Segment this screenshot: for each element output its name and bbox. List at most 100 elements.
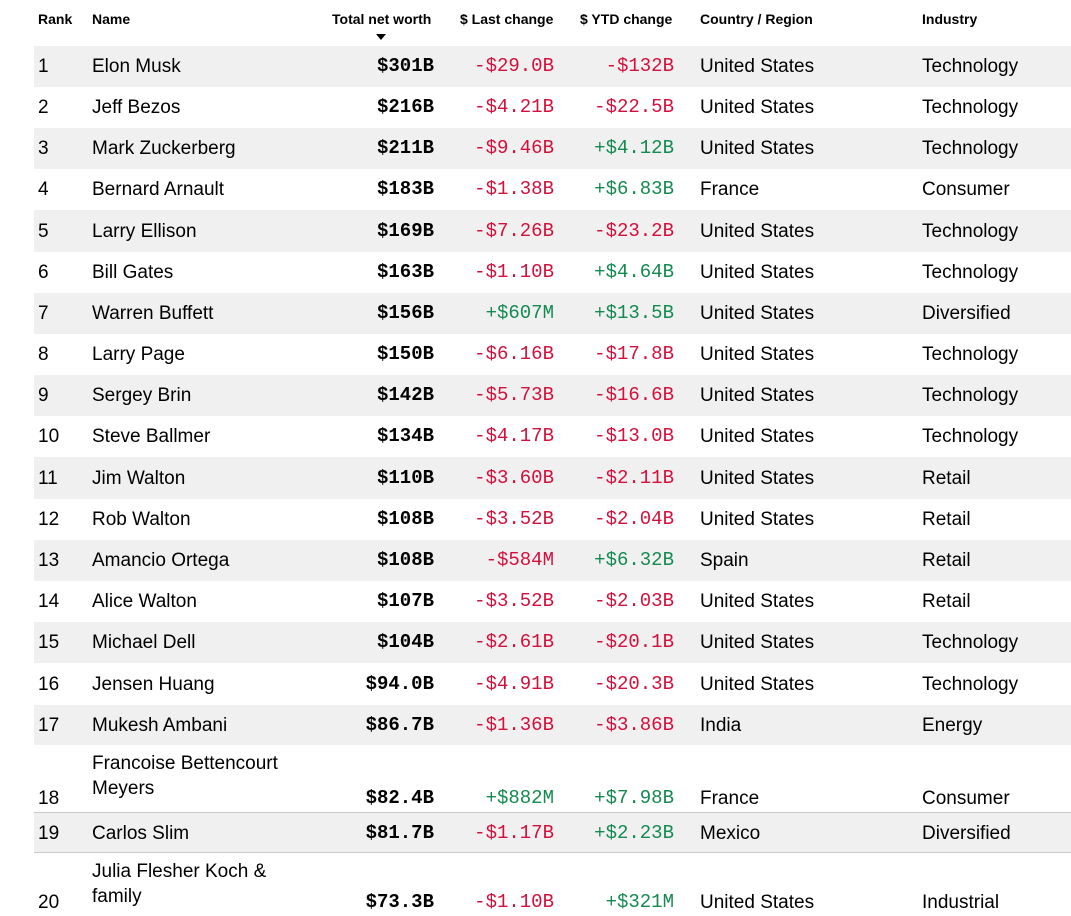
cell-name[interactable]: Francoise Bettencourt Meyers: [92, 753, 278, 799]
cell-rank: 4: [38, 179, 49, 200]
column-header-last-change[interactable]: $ Last change: [460, 11, 554, 27]
cell-industry: Energy: [922, 715, 983, 736]
cell-name[interactable]: Elon Musk: [92, 56, 181, 77]
column-header-rank[interactable]: Rank: [38, 11, 73, 27]
cell-name[interactable]: Steve Ballmer: [92, 426, 211, 447]
column-header-country[interactable]: Country / Region: [700, 11, 813, 27]
cell-ytd-change: -$23.2B: [594, 220, 674, 242]
cell-name[interactable]: Alice Walton: [92, 591, 197, 612]
column-header-name[interactable]: Name: [92, 11, 131, 27]
cell-name[interactable]: Rob Walton: [92, 509, 191, 530]
cell-rank: 1: [38, 56, 49, 77]
cell-country: United States: [700, 385, 815, 406]
table-row[interactable]: 4 Bernard Arnault $183B -$1.38B +$6.83B Franc…: [34, 169, 1071, 210]
column-header-industry[interactable]: Industry: [922, 11, 978, 27]
cell-ytd-change: +$2.23B: [594, 822, 674, 844]
sort-descending-icon[interactable]: [376, 34, 386, 40]
cell-last-change: -$4.17B: [474, 425, 554, 447]
cell-last-change: -$1.38B: [474, 178, 554, 200]
cell-name[interactable]: Larry Page: [92, 344, 185, 365]
cell-net-worth: $94.0B: [365, 673, 434, 695]
column-header-net-worth[interactable]: Total net worth: [332, 11, 432, 27]
cell-country: United States: [700, 138, 815, 159]
cell-ytd-change: -$3.86B: [594, 714, 674, 736]
cell-net-worth: $169B: [376, 220, 434, 242]
cell-industry: Technology: [922, 56, 1019, 77]
cell-net-worth: $110B: [376, 467, 434, 489]
table-row[interactable]: 3 Mark Zuckerberg $211B -$9.46B +$4.12B Unite…: [34, 128, 1071, 169]
cell-ytd-change: -$13.0B: [594, 425, 674, 447]
cell-country: United States: [700, 591, 815, 612]
table-row[interactable]: 17 Mukesh Ambani $86.7B -$1.36B -$3.86B India…: [34, 705, 1071, 745]
table-row[interactable]: 19 Carlos Slim $81.7B -$1.17B +$2.23B Mexico D…: [34, 812, 1071, 853]
cell-name[interactable]: Bernard Arnault: [92, 179, 225, 200]
table-row[interactable]: 20 Julia Flesher Koch & family $73.3B -$1.1…: [34, 852, 1071, 916]
cell-name[interactable]: Sergey Brin: [92, 385, 192, 406]
table-row[interactable]: 7 Warren Buffett $156B +$607M +$13.5B United …: [34, 293, 1071, 334]
table-row[interactable]: 10 Steve Ballmer $134B -$4.17B -$13.0B United…: [34, 416, 1071, 457]
cell-rank: 10: [38, 426, 60, 447]
table-row[interactable]: 12 Rob Walton $108B -$3.52B -$2.04B United St…: [34, 499, 1071, 540]
table-row[interactable]: 11 Jim Walton $110B -$3.60B -$2.11B United St…: [34, 457, 1071, 499]
table-row[interactable]: 6 Bill Gates $163B -$1.10B +$4.64B United Sta…: [34, 252, 1071, 293]
cell-ytd-change: +$6.32B: [594, 549, 674, 571]
cell-last-change: -$9.46B: [474, 137, 554, 159]
cell-name[interactable]: Jensen Huang: [92, 674, 215, 695]
cell-last-change: -$3.52B: [474, 508, 554, 530]
cell-rank: 5: [38, 221, 49, 242]
cell-name[interactable]: Mark Zuckerberg: [92, 138, 236, 159]
cell-name[interactable]: Mukesh Ambani: [92, 715, 228, 736]
cell-country: United States: [700, 632, 815, 653]
table-row[interactable]: 2 Jeff Bezos $216B -$4.21B -$22.5B United Sta…: [34, 87, 1071, 128]
table-row[interactable]: 15 Michael Dell $104B -$2.61B -$20.1B United …: [34, 622, 1071, 663]
cell-ytd-change: -$17.8B: [594, 343, 674, 365]
column-header-ytd-change[interactable]: $ YTD change: [580, 11, 673, 27]
cell-last-change: -$3.52B: [474, 590, 554, 612]
table-row[interactable]: 18 Francoise Bettencourt Meyers $82.4B +$88…: [34, 745, 1071, 812]
cell-name[interactable]: Bill Gates: [92, 262, 174, 283]
cell-country: United States: [700, 344, 815, 365]
table-row[interactable]: 1 Elon Musk $301B -$29.0B -$132B United State…: [34, 46, 1071, 87]
cell-industry: Technology: [922, 674, 1019, 695]
cell-country: France: [700, 179, 760, 200]
cell-industry: Retail: [922, 550, 971, 571]
cell-name[interactable]: Carlos Slim: [92, 823, 190, 844]
cell-net-worth: $86.7B: [365, 714, 434, 736]
cell-ytd-change: -$16.6B: [594, 384, 674, 406]
cell-country: United States: [700, 303, 815, 324]
table-header: Rank Name Total net worth $ Last change …: [0, 0, 1071, 45]
cell-industry: Consumer: [922, 179, 1010, 200]
cell-rank: 3: [38, 138, 49, 159]
cell-name[interactable]: Warren Buffett: [92, 303, 214, 324]
table-row[interactable]: 9 Sergey Brin $142B -$5.73B -$16.6B United St…: [34, 375, 1071, 416]
cell-ytd-change: +$4.64B: [594, 261, 674, 283]
cell-ytd-change: -$20.1B: [594, 631, 674, 653]
cell-name[interactable]: Larry Ellison: [92, 221, 197, 242]
cell-net-worth: $150B: [376, 343, 434, 365]
table-row[interactable]: 5 Larry Ellison $169B -$7.26B -$23.2B United …: [34, 210, 1071, 252]
cell-rank: 15: [38, 632, 60, 653]
cell-country: France: [700, 788, 760, 809]
cell-name[interactable]: Amancio Ortega: [92, 550, 230, 571]
cell-last-change: -$1.10B: [474, 261, 554, 283]
table-row[interactable]: 13 Amancio Ortega $108B -$584M +$6.32B Spain R…: [34, 540, 1071, 581]
cell-country: United States: [700, 97, 815, 118]
cell-net-worth: $163B: [376, 261, 434, 283]
cell-name[interactable]: Julia Flesher Koch & family: [92, 861, 267, 907]
cell-name[interactable]: Jeff Bezos: [92, 97, 181, 118]
cell-rank: 2: [38, 97, 49, 118]
cell-name[interactable]: Michael Dell: [92, 632, 196, 653]
cell-country: Spain: [700, 550, 749, 571]
cell-industry: Diversified: [922, 303, 1011, 324]
table-row[interactable]: 14 Alice Walton $107B -$3.52B -$2.03B United …: [34, 581, 1071, 622]
cell-net-worth: $134B: [376, 425, 434, 447]
cell-name[interactable]: Jim Walton: [92, 468, 186, 489]
table-row[interactable]: 8 Larry Page $150B -$6.16B -$17.8B United Sta…: [34, 334, 1071, 375]
cell-last-change: -$6.16B: [474, 343, 554, 365]
cell-rank: 8: [38, 344, 49, 365]
cell-industry: Technology: [922, 262, 1019, 283]
table-row[interactable]: 16 Jensen Huang $94.0B -$4.91B -$20.3B United…: [34, 663, 1071, 705]
cell-industry: Technology: [922, 221, 1019, 242]
cell-rank: 14: [38, 591, 60, 612]
cell-net-worth: $82.4B: [365, 787, 434, 809]
